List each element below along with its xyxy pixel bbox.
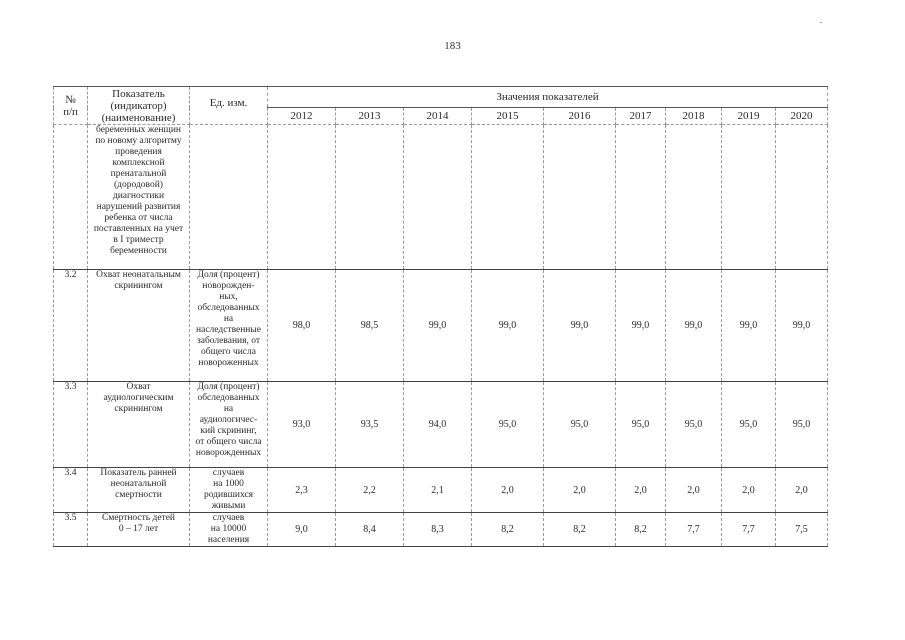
header-year: 2014 [403,107,472,125]
row-indicator: Охват аудиологическим скринингом [87,381,190,468]
header-year: 2012 [267,107,336,125]
row-value-2016: 2,0 [543,467,616,513]
header-year: 2017 [615,107,666,125]
row-value-2013: 2,2 [335,467,404,513]
header-unit: Ед. изм. [189,86,268,125]
header-year: 2020 [774,107,829,125]
row-value-2019: 2,0 [721,467,776,513]
row-value-2018: 99,0 [665,269,722,382]
row-value-2015: 2,0 [471,467,544,513]
page-number: 183 [444,40,461,52]
row-value-2012: 98,0 [267,269,336,382]
row-unit: случаев на 1000 родившихся живыми [189,467,268,513]
row-value-2015 [471,124,544,270]
row-value-2016: 95,0 [543,381,616,468]
row-value-2012: 93,0 [267,381,336,468]
row-value-2019 [721,124,776,270]
scan-artifact [820,22,822,23]
row-unit: Доля (процент) новорожден- ных, обследов… [189,269,268,382]
row-value-2019: 95,0 [721,381,776,468]
row-indicator: беременных женщин по новому алгоритму пр… [87,124,190,270]
row-value-2019: 99,0 [721,269,776,382]
row-value-2020: 7,5 [774,512,829,547]
row-value-2014: 99,0 [403,269,472,382]
row-value-2013 [335,124,404,270]
indicators-table: № п/п Показатель (индикатор) (наименован… [53,86,829,547]
row-value-2018: 95,0 [665,381,722,468]
table-row: беременных женщин по новому алгоритму пр… [53,124,829,270]
row-indicator: Охват неонатальным скринингом [87,269,190,382]
row-value-2017: 99,0 [615,269,666,382]
row-number: 3.2 [53,269,88,382]
row-value-2018 [665,124,722,270]
header-years-row: 2012 2013 2014 2015 2016 2017 2018 2019 2020 [54,107,829,125]
row-value-2013: 8,4 [335,512,404,547]
row-number: 3.4 [53,467,88,513]
header-indicator: Показатель (индикатор) (наименование) [87,86,190,125]
row-value-2014: 2,1 [403,467,472,513]
row-value-2014: 8,3 [403,512,472,547]
row-value-2017 [615,124,666,270]
row-indicator: Показатель ранней неонатальной смертност… [87,467,190,513]
row-value-2017: 2,0 [615,467,666,513]
header-indicator-label: Показатель (индикатор) (наименование) [101,87,176,124]
header-year: 2016 [543,107,616,125]
row-unit [189,124,268,270]
row-value-2020: 2,0 [774,467,829,513]
row-value-2020: 99,0 [774,269,829,382]
table-row: 3.3 Охват аудиологическим скринингом Доля … [53,381,829,468]
row-value-2017: 95,0 [615,381,666,468]
row-value-2018: 2,0 [665,467,722,513]
header-number-label: № п/п [63,93,78,118]
row-value-2018: 7,7 [665,512,722,547]
header-row: № п/п Показатель (индикатор) (наименован… [53,86,829,125]
header-year: 2015 [471,107,544,125]
row-value-2020 [774,124,829,270]
row-value-2020: 95,0 [774,381,829,468]
row-value-2015: 95,0 [471,381,544,468]
row-value-2014 [403,124,472,270]
table-row: 3.2 Охват неонатальным скринингом Доля (пр… [53,269,829,382]
row-unit: случаев на 10000 населения [189,512,268,547]
row-value-2017: 8,2 [615,512,666,547]
row-value-2012 [267,124,336,270]
row-value-2016: 99,0 [543,269,616,382]
table-row: 3.5 Смертность детей 0 – 17 лет случаев на… [53,512,829,547]
table-row: 3.4 Показатель ранней неонатальной смертн… [53,467,829,513]
row-value-2019: 7,7 [721,512,776,547]
header-year: 2018 [665,107,722,125]
row-value-2012: 2,3 [267,467,336,513]
row-value-2016: 8,2 [543,512,616,547]
row-unit: Доля (процент) обследованных на аудиолог… [189,381,268,468]
row-value-2013: 98,5 [335,269,404,382]
scan-artifact [826,168,828,169]
row-indicator: Смертность детей 0 – 17 лет [87,512,190,547]
header-year: 2013 [335,107,404,125]
row-number: 3.5 [53,512,88,547]
header-values-group-label: Значения показателей [496,91,599,103]
table-body: беременных женщин по новому алгоритму пр… [53,124,829,547]
row-value-2013: 93,5 [335,381,404,468]
header-year: 2019 [721,107,776,125]
row-value-2014: 94,0 [403,381,472,468]
row-number: 3.3 [53,381,88,468]
header-values-group: Значения показателей [266,86,829,108]
row-value-2015: 8,2 [471,512,544,547]
header-unit-label: Ед. изм. [209,97,248,109]
row-value-2015: 99,0 [471,269,544,382]
header-number: № п/п [53,86,88,125]
row-value-2016 [543,124,616,270]
row-value-2012: 9,0 [267,512,336,547]
row-number [53,124,88,270]
